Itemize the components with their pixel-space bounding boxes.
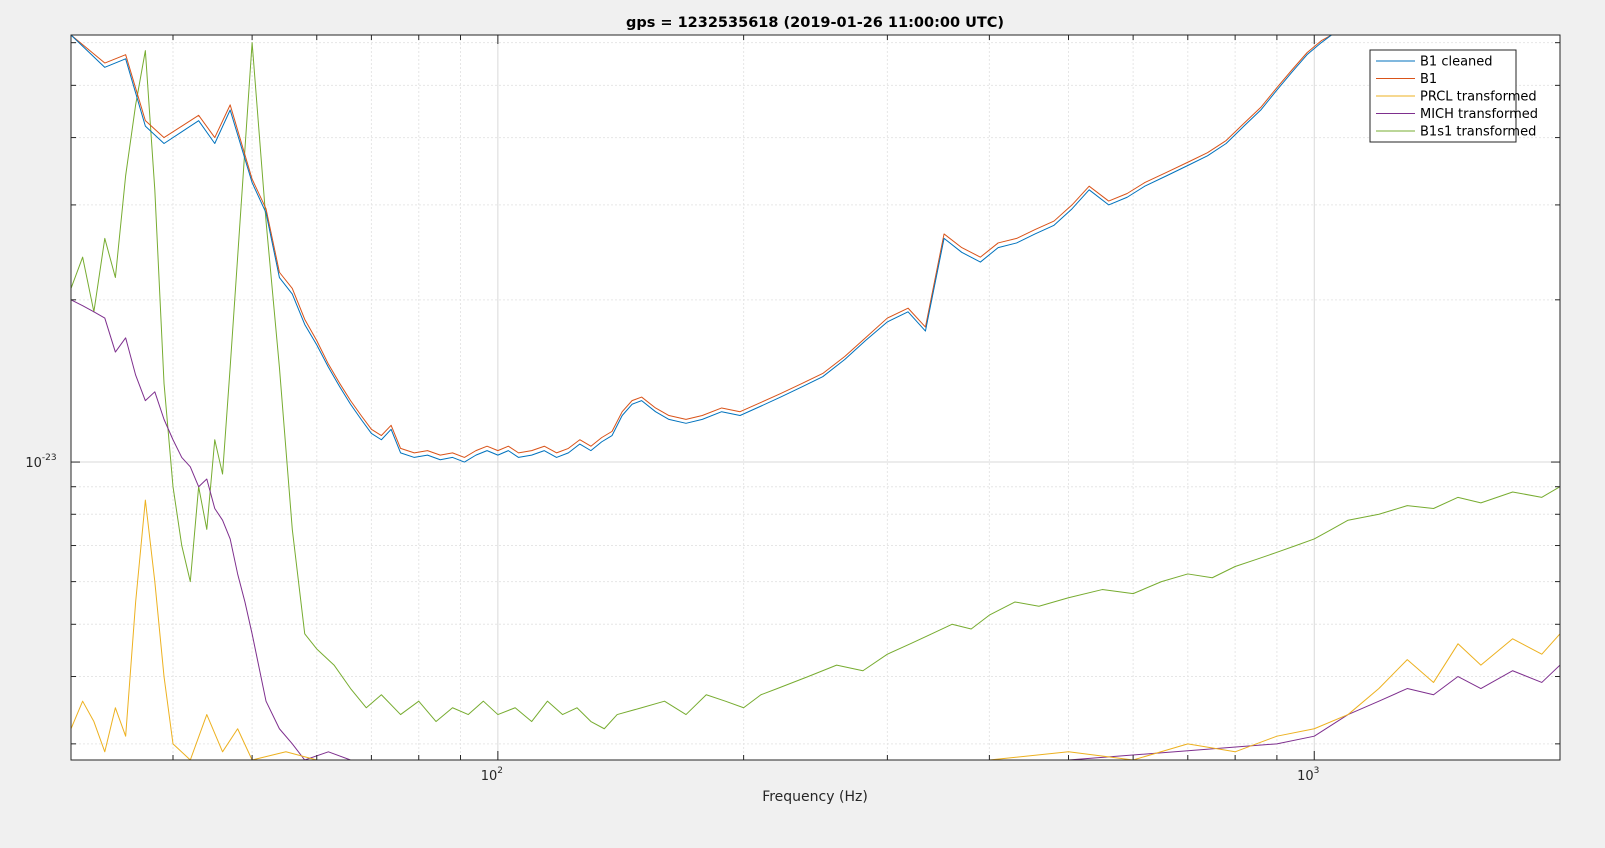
chart-title: gps = 1232535618 (2019-01-26 11:00:00 UT… [626, 15, 1004, 31]
legend-entry-label: B1 [1420, 72, 1437, 87]
series-line-5 [71, 42, 1560, 730]
series-line-3 [71, 499, 1560, 760]
legend-entry-label: B1s1 transformed [1420, 125, 1536, 140]
series-line-2 [71, 35, 1332, 458]
axes-box [70, 34, 1561, 761]
legend-entry-label: PRCL transformed [1420, 90, 1537, 105]
y-tick-label: 10-23 [25, 453, 56, 471]
series-layer [71, 35, 1560, 760]
legend-entry-label: MICH transformed [1420, 107, 1538, 122]
grid [71, 35, 1560, 760]
x-tick-label: 103 [1297, 766, 1319, 784]
x-tick-label: 102 [481, 766, 503, 784]
series-line-1 [71, 35, 1332, 463]
legend: B1 cleaned B1 PRCL transformed MICH transfo… [1369, 49, 1538, 143]
tick-layer: 102 103 10-23 [25, 35, 1560, 784]
plot-area [71, 35, 1560, 760]
x-axis-label: Frequency (Hz) [762, 789, 868, 805]
series-line-4 [71, 299, 1560, 760]
legend-entry-label: B1 cleaned [1420, 55, 1493, 70]
